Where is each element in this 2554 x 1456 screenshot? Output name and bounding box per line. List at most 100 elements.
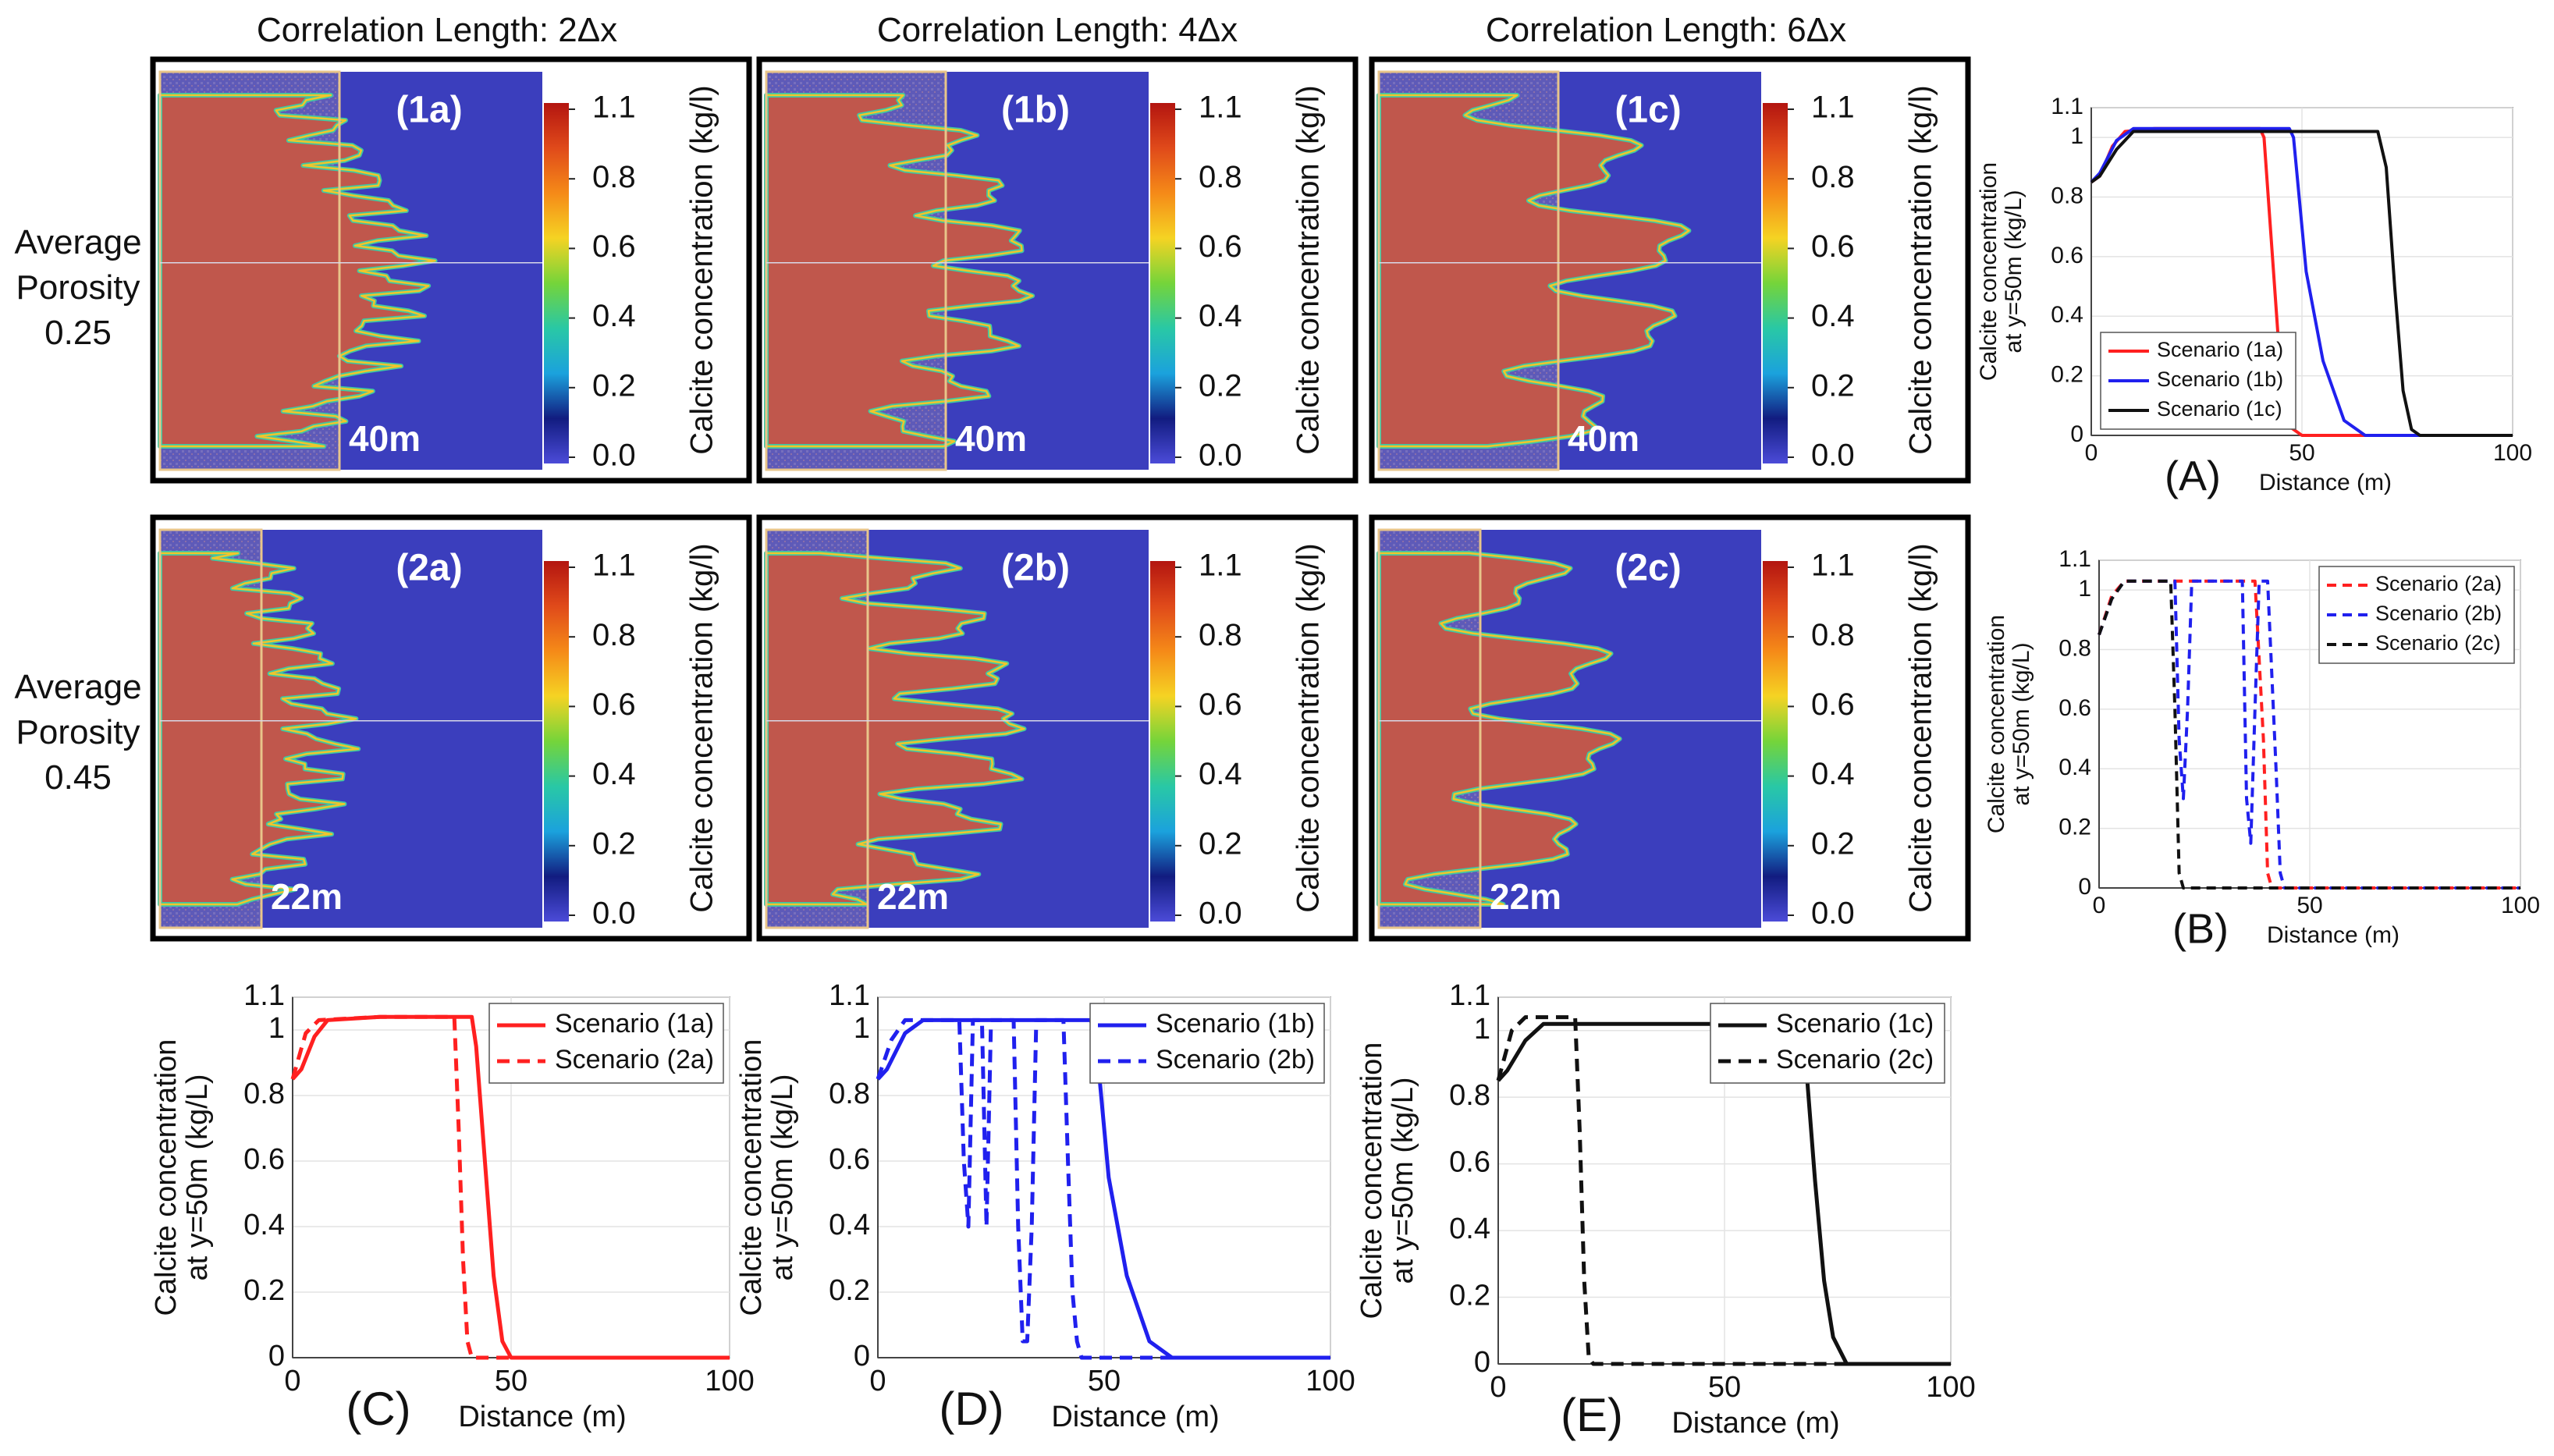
colorbar-tick-label: 0.2: [1199, 368, 1242, 403]
colorbar-tick-label: 0.0: [592, 439, 636, 473]
y-axis-label: Calcite concentration: [1984, 615, 2009, 833]
x-tick-label: 50: [1708, 1371, 1741, 1404]
y-axis-label: at y=50m (kg/L): [2001, 190, 2027, 353]
y-tick-label: 1: [2070, 123, 2083, 149]
x-axis-label: Distance (m): [458, 1401, 626, 1433]
panel-frame: [1369, 56, 1971, 484]
x-tick-label: 0: [869, 1365, 886, 1397]
panel-letter: (D): [939, 1383, 1003, 1435]
map-distance-label: 22m: [1490, 876, 1561, 917]
map-label: (2c): [1614, 548, 1681, 589]
y-tick-label: 0.6: [1449, 1146, 1490, 1179]
colorbar-tick-label: 0.4: [1811, 299, 1855, 333]
y-axis-label: Calcite concentration: [1976, 162, 2002, 381]
colorbar-tick-label: 0.4: [592, 299, 636, 333]
map-label: (1b): [1001, 90, 1070, 131]
y-tick-label: 1: [854, 1012, 870, 1045]
y-tick-label: 0.8: [243, 1078, 285, 1110]
colorbar-tick-label: 0.0: [592, 897, 636, 931]
calcite-front-edge: [158, 94, 436, 448]
row-label-line: 0.45: [44, 758, 112, 797]
legend-label: Scenario (1c): [2157, 397, 2282, 421]
legend-label: Scenario (2a): [2375, 572, 2502, 595]
x-tick-label: 50: [495, 1365, 527, 1397]
colorbar-tick-label: 0.0: [1811, 897, 1855, 931]
row-label-line: Porosity: [16, 268, 140, 307]
legend-label: Scenario (1c): [1776, 1009, 1934, 1039]
colorbar-tick-label: 1.1: [1199, 91, 1242, 125]
x-tick-label: 50: [1088, 1365, 1121, 1397]
x-tick-label: 100: [2493, 440, 2532, 466]
x-tick-label: 0: [284, 1365, 300, 1397]
legend-label: Scenario (1b): [1156, 1009, 1315, 1039]
colorbar-tick-label: 0.8: [1811, 618, 1855, 652]
y-tick-label: 0.2: [243, 1274, 285, 1307]
series-line-scenario-1a-: [291, 1014, 730, 1360]
row-label-line: Average: [14, 223, 142, 261]
colorbar-tick-label: 0.6: [592, 687, 636, 722]
calcite-front-edge: [765, 94, 1034, 448]
y-axis-label: at y=50m (kg/L): [1387, 1077, 1419, 1284]
column-header-4dx: Correlation Length: 4Δx: [876, 11, 1238, 49]
colorbar-tick-label: 0.4: [1811, 757, 1855, 791]
panel-frame: [1369, 514, 1971, 942]
colorbar-tick-label: 0.2: [592, 826, 636, 861]
map-distance-label: 40m: [955, 418, 1027, 459]
x-tick-label: 100: [2501, 893, 2540, 918]
y-tick-label: 1.1: [243, 979, 285, 1012]
y-tick-label: 0.4: [829, 1209, 870, 1241]
x-tick-label: 100: [1305, 1365, 1355, 1397]
y-tick-label: 0.4: [1449, 1213, 1490, 1245]
y-axis-label: at y=50m (kg/L): [2009, 642, 2034, 805]
colorbar: [544, 561, 569, 922]
y-tick-label: 0: [1474, 1346, 1490, 1379]
colorbar-tick-label: 1.1: [1811, 549, 1855, 583]
y-tick-label: 0.6: [2051, 243, 2083, 268]
colorbar-tick-label: 0.8: [592, 618, 636, 652]
colorbar-tick-label: 0.8: [1199, 160, 1242, 194]
colorbar: [1763, 103, 1788, 463]
colorbar-tick-label: 1.1: [592, 549, 636, 583]
y-tick-label: 0.8: [829, 1078, 870, 1110]
x-tick-label: 100: [705, 1365, 754, 1397]
x-tick-label: 0: [1490, 1371, 1506, 1404]
colorbar-tick-label: 0.0: [1199, 897, 1242, 931]
x-tick-label: 100: [1926, 1371, 1975, 1404]
x-axis-label: Distance (m): [1671, 1407, 1839, 1440]
colorbar: [544, 103, 569, 463]
y-tick-label: 0: [854, 1340, 870, 1373]
y-tick-label: 0: [2078, 874, 2091, 900]
x-tick-label: 0: [2085, 440, 2098, 466]
column-header-2dx: Correlation Length: 2Δx: [256, 11, 618, 49]
y-tick-label: 1.1: [2051, 94, 2083, 119]
colorbar-tick-label: 0.6: [1199, 229, 1242, 264]
y-tick-label: 1: [1474, 1013, 1490, 1046]
calcite-front-edge: [1377, 94, 1690, 448]
colorbar-tick-label: 0.4: [592, 757, 636, 791]
calcite-front-edge: [1377, 552, 1621, 906]
colorbar-tick-label: 0.6: [1811, 229, 1855, 264]
y-tick-label: 0: [2070, 421, 2083, 447]
colorbar-axis-label: Calcite concentration (kg/l): [1291, 543, 1326, 913]
x-tick-label: 50: [2289, 440, 2314, 466]
colorbar: [1763, 561, 1788, 922]
y-tick-label: 0.6: [2058, 695, 2091, 721]
colorbar-axis-label: Calcite concentration (kg/l): [685, 543, 719, 913]
panel-frame: [150, 514, 752, 942]
row-label-line: Average: [14, 668, 142, 706]
colorbar-tick-label: 0.2: [1811, 368, 1855, 403]
legend-label: Scenario (1b): [2157, 368, 2283, 391]
map-label: (1a): [396, 90, 462, 131]
y-axis-label: at y=50m (kg/L): [181, 1074, 214, 1280]
panel-letter: (C): [346, 1383, 410, 1435]
y-tick-label: 1.1: [829, 979, 870, 1012]
y-tick-label: 0.2: [1449, 1280, 1490, 1312]
y-axis-label: Calcite concentration: [1355, 1042, 1388, 1319]
initial-box-outline: [1377, 528, 1482, 929]
colorbar-tick-label: 0.2: [592, 368, 636, 403]
x-axis-label: Distance (m): [2267, 922, 2399, 948]
y-tick-label: 0.2: [2051, 362, 2083, 388]
colorbar: [1150, 561, 1175, 922]
legend-box: [1089, 1003, 1325, 1084]
series-line-scenario-2c-: [2098, 579, 2520, 890]
